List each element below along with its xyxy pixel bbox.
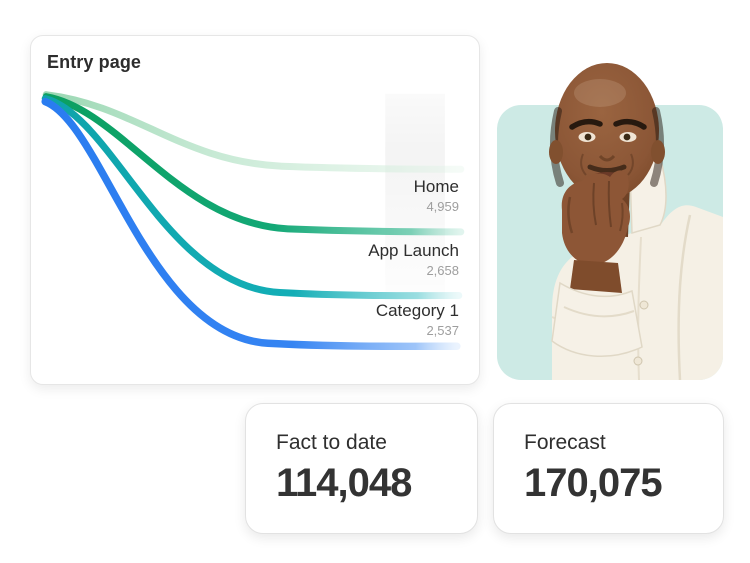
eyebrow-left <box>569 118 603 130</box>
forehead-highlight <box>574 79 626 107</box>
person-photo-card <box>490 55 740 385</box>
flow-name: Home <box>413 177 459 196</box>
flow-value: 4,959 <box>426 198 459 214</box>
chart-title: Entry page <box>47 52 142 72</box>
nose <box>598 154 616 162</box>
smile-crease-left <box>580 153 587 176</box>
flow-line-home <box>42 93 465 236</box>
flow-name: Category 1 <box>375 301 459 320</box>
flow-value: 2,537 <box>426 322 459 338</box>
kpi-card-fact-to-date: Fact to date 114,048 <box>245 403 478 534</box>
mustache <box>587 164 627 173</box>
sleeve-cuff <box>551 281 643 358</box>
head <box>555 63 659 199</box>
flow-line-category1 <box>41 97 461 351</box>
kpi-value: 170,075 <box>524 461 663 505</box>
eyebrow-right <box>613 118 647 130</box>
flow-chart-svg <box>41 91 465 351</box>
smile-crease-right <box>627 153 634 176</box>
kpi-value: 114,048 <box>276 461 412 505</box>
ear-right <box>651 140 665 164</box>
kpi-label: Fact to date <box>276 431 387 454</box>
flow-value: 2,658 <box>426 262 459 278</box>
hand-on-chin <box>561 170 630 265</box>
flow-line-light-green <box>42 91 465 173</box>
kpi-card-forecast: Forecast 170,075 <box>493 403 724 534</box>
person-photo <box>497 63 723 380</box>
flow-name: App Launch <box>368 241 459 260</box>
flow-label-home: Home 4,959 <box>413 177 459 214</box>
ear-left <box>549 140 563 164</box>
wrist <box>570 260 622 293</box>
kpi-label: Forecast <box>524 431 606 454</box>
flow-label-app-launch: App Launch 2,658 <box>368 241 459 278</box>
flow-label-category1: Category 1 2,537 <box>375 301 459 338</box>
flow-line-app-launch <box>41 95 463 300</box>
entry-page-card: Entry page Home 4,959 App Launch 2,658 C… <box>30 35 480 385</box>
hover-column-highlight <box>385 93 445 323</box>
